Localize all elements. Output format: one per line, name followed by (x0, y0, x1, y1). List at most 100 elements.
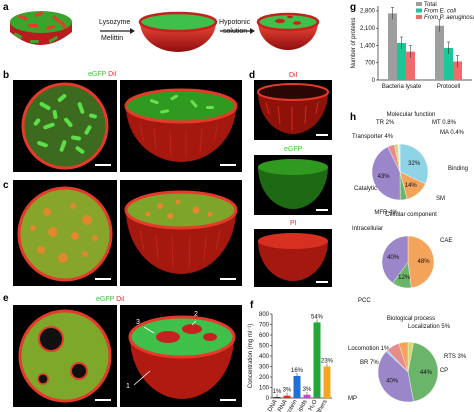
callout-2: 2 (194, 311, 198, 318)
step2-label-bottom: solution (223, 28, 248, 35)
micrograph-d-egfp (254, 155, 332, 215)
pie-slice (407, 235, 435, 289)
slice-pct-label: 48% (418, 259, 431, 265)
panel-e-channel-labels: eGFP DiI (96, 296, 125, 303)
panel-label-d: d (249, 70, 256, 81)
micrograph-e-right: 1 3 2 (120, 305, 242, 407)
panel-label-a: a (3, 2, 9, 13)
scale-bar (95, 278, 111, 280)
slice-pct-label: 40% (387, 255, 400, 261)
slice-label: CAE (440, 238, 452, 244)
slice-pct-label: 40% (386, 379, 399, 385)
x-tick-label: Protocell (437, 84, 460, 90)
slice-label: Binding (448, 166, 468, 172)
panel-b-channel-labels: eGFP DiI (88, 71, 117, 78)
bar (444, 47, 453, 80)
chart-f-composition: 0 100 200 300 400 500 600 700 800 Concentration (… (248, 312, 334, 412)
scale-bar (316, 281, 328, 283)
pie-title: Cellular component (385, 212, 437, 218)
panel-label-h: h (350, 112, 357, 123)
slice-label: MA 0.4% (440, 130, 465, 136)
pie-slice (398, 341, 409, 373)
dil-label: DiI (116, 296, 125, 303)
y-axis-label: Concentration (mg ml⁻¹) (248, 324, 254, 389)
y-tick-label: 200 (259, 375, 270, 381)
panel-label-g: g (350, 2, 357, 13)
bar (293, 375, 301, 398)
x-tick-label: Bacteria lysate (382, 84, 422, 90)
x-tick-label: RNA (277, 399, 289, 412)
panel-label-e: e (3, 293, 9, 304)
y-tick-label: 400 (259, 354, 270, 360)
panel-label-c: c (3, 180, 9, 191)
scale-bar (220, 164, 236, 166)
step1-label-top: Lysozyme (99, 19, 131, 26)
bar (388, 13, 397, 80)
legend-label: From E. coli (424, 9, 457, 15)
slice-pct-label: 44% (420, 370, 433, 376)
slice-label: TR 2% (376, 120, 395, 126)
scale-bar (95, 399, 111, 401)
pie-slice (407, 342, 439, 402)
slice-pct-label: 14% (405, 183, 418, 189)
y-tick-label: 800 (259, 312, 270, 318)
y-axis-label: Number of proteins (351, 17, 357, 68)
y-tick-label: 300 (259, 364, 270, 370)
slice-label: PCC (358, 298, 371, 304)
pie-slice (399, 143, 429, 185)
bar (313, 322, 321, 398)
data-label: 1% (273, 389, 282, 395)
panel-a-schematic (10, 11, 320, 52)
pie-title: Biological process (387, 316, 435, 322)
bar (397, 43, 406, 80)
scale-bar (316, 209, 328, 211)
legend-swatch (416, 15, 422, 19)
slice-label: MFR 4% (374, 210, 398, 216)
legend-label: From P. aeruginosa (424, 15, 474, 21)
d-egfp-label: eGFP (284, 146, 303, 153)
slice-label: SM (436, 196, 445, 202)
bar (323, 366, 331, 398)
bar (303, 394, 311, 398)
slice-label: BR 7% (360, 360, 379, 366)
data-label: 3% (283, 388, 292, 394)
x-tick-label: Lipids (296, 399, 309, 412)
slice-pct-label: 32% (408, 161, 421, 167)
protocell-hemisphere-1 (138, 11, 218, 52)
panel-label-b: b (3, 70, 10, 81)
slice-label: Locomotion 1% (348, 346, 390, 352)
y-tick-label: 2,100 (360, 26, 376, 32)
callout-3: 3 (136, 319, 140, 326)
bar (406, 51, 415, 80)
pie-title: Molecular function (387, 112, 436, 118)
dil-label: DiI (108, 71, 117, 78)
scale-bar (220, 399, 236, 401)
y-tick-label: 1,400 (360, 43, 376, 49)
panel-label-f: f (250, 300, 254, 311)
slice-label: Localization 5% (408, 324, 451, 330)
bar (283, 395, 291, 398)
slice-label: Transporter 4% (352, 134, 394, 140)
scale-bar (95, 164, 111, 166)
d-pi-label: PI (290, 220, 297, 227)
slice-label: MT 0.8% (432, 120, 457, 126)
legend-swatch (416, 8, 422, 13)
bar (273, 397, 281, 398)
protocell-hemisphere-2 (256, 12, 320, 50)
y-tick-label: 0 (372, 78, 376, 84)
micrograph-d-dil (254, 80, 332, 140)
micrograph-c-left (13, 180, 117, 286)
pie-slice (377, 351, 414, 403)
d-dil-label: DiI (289, 72, 298, 79)
slice-pct-label: 43% (378, 174, 391, 180)
micrograph-e-left (13, 305, 117, 407)
slice-label: RTS 3% (444, 354, 467, 360)
bar (453, 61, 462, 80)
step1-label-bottom: Melittin (101, 35, 124, 42)
egfp-label: eGFP (88, 71, 107, 78)
scale-bar (220, 278, 236, 280)
y-tick-label: 700 (259, 322, 270, 328)
y-tick-label: 100 (259, 385, 270, 391)
x-tick-label: H₂O (308, 399, 319, 412)
